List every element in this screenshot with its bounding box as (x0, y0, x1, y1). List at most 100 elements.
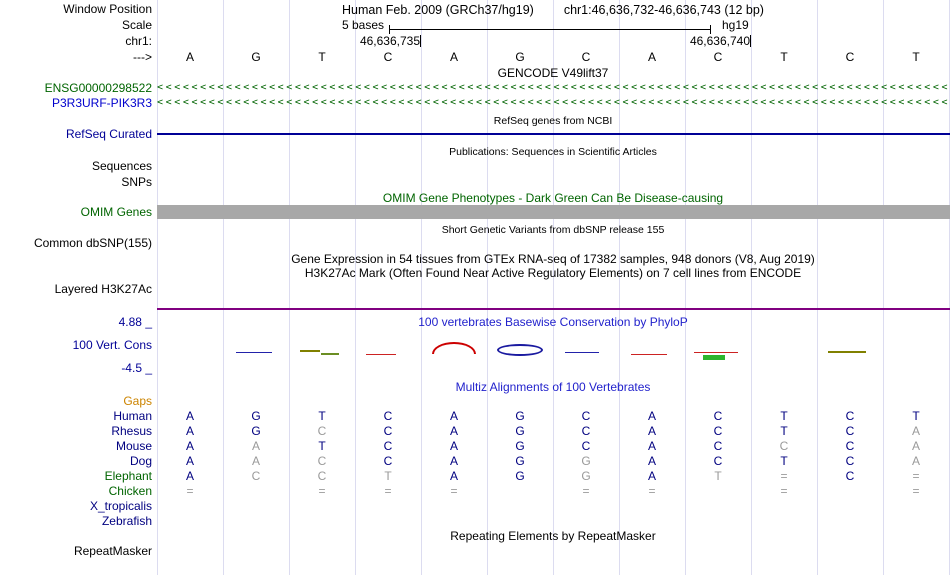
sequence-base: A (647, 50, 657, 64)
alignment-cell: = (912, 484, 920, 498)
conservation-mark (366, 354, 396, 355)
alignment-cell: A (647, 454, 657, 468)
alignment-cell: A (449, 424, 459, 438)
sequence-base: G (251, 50, 261, 64)
alignment-cell: T (318, 439, 326, 453)
common-dbsnp-label[interactable]: Common dbSNP(155) (33, 236, 152, 250)
base-gridline (223, 0, 224, 575)
alignment-cell: = (450, 484, 458, 498)
alignment-cell: C (581, 439, 591, 453)
gene-arrow-line-p3r3urf[interactable]: <<<<<<<<<<<<<<<<<<<<<<<<<<<<<<<<<<<<<<<<… (157, 97, 949, 108)
alignment-cell: C (383, 424, 393, 438)
chrom-label: chr1: (125, 34, 152, 48)
refseq-curated-label[interactable]: RefSeq Curated (65, 127, 152, 141)
alignment-cell: T (318, 409, 326, 423)
base-gridline (289, 0, 290, 575)
alignment-cell: A (911, 454, 921, 468)
conservation-track-label[interactable]: 100 Vert. Cons (72, 338, 152, 352)
base-gridline (553, 0, 554, 575)
alignment-cell: = (582, 484, 590, 498)
alignment-cell: C (581, 409, 591, 423)
species-label-mouse[interactable]: Mouse (115, 439, 152, 453)
alignment-cell: = (186, 484, 194, 498)
assembly-title: Human Feb. 2009 (GRCh37/hg19) (342, 3, 534, 17)
position-title: chr1:46,636,732-46,636,743 (12 bp) (563, 3, 764, 17)
base-gridline (355, 0, 356, 575)
alignment-cell: C (713, 424, 723, 438)
scale-value: 5 bases (341, 18, 384, 32)
species-label-human[interactable]: Human (113, 409, 152, 423)
species-label-x_tropicalis[interactable]: X_tropicalis (89, 499, 152, 513)
publications-track-title: Publications: Sequences in Scientific Ar… (449, 146, 657, 158)
species-label-elephant[interactable]: Elephant (104, 469, 152, 483)
alignment-cell: G (581, 469, 591, 483)
base-gridline (421, 0, 422, 575)
species-label-dog[interactable]: Dog (129, 454, 152, 468)
alignment-cell: = (780, 484, 788, 498)
repeatmasker-track-title: Repeating Elements by RepeatMasker (450, 529, 656, 543)
alignment-cell: A (911, 424, 921, 438)
alignment-cell: A (185, 439, 195, 453)
alignment-cell: C (845, 439, 855, 453)
base-gridline (883, 0, 884, 575)
species-label-rhesus[interactable]: Rhesus (111, 424, 152, 438)
alignment-cell: C (845, 454, 855, 468)
alignment-cell: C (845, 424, 855, 438)
omim-gene-bar[interactable] (157, 205, 950, 219)
base-gridline (619, 0, 620, 575)
alignment-cell: A (449, 454, 459, 468)
alignment-cell: G (581, 454, 591, 468)
species-label-chicken[interactable]: Chicken (108, 484, 152, 498)
sequence-base: T (912, 50, 920, 64)
coordinate-left-tick (420, 35, 421, 47)
alignment-cell: C (845, 409, 855, 423)
base-gridline (157, 0, 158, 575)
conservation-mark (236, 352, 272, 353)
alignment-cell: = (780, 469, 788, 483)
base-gridline (817, 0, 818, 575)
alignment-cell: A (911, 439, 921, 453)
h3k27ac-track-line[interactable] (157, 308, 950, 310)
sequence-base: C (383, 50, 393, 64)
conservation-mark (300, 350, 320, 352)
gene-label-p3r3urf[interactable]: P3R3URF-PIK3R3 (51, 96, 152, 110)
alignment-cell: T (780, 409, 788, 423)
alignment-cell: A (647, 469, 657, 483)
alignment-cell: G (515, 454, 525, 468)
omim-track-title: OMIM Gene Phenotypes - Dark Green Can Be… (382, 191, 724, 205)
conservation-mark (432, 342, 476, 354)
alignment-cell: = (318, 484, 326, 498)
sequences-label[interactable]: Sequences (91, 159, 152, 173)
gene-label-ensg[interactable]: ENSG00000298522 (44, 81, 152, 95)
refseq-gene-line[interactable] (157, 133, 950, 135)
conservation-min-value: -4.5 _ (121, 361, 152, 375)
layered-h3k27ac-label[interactable]: Layered H3K27Ac (54, 282, 152, 296)
dbsnp-track-title: Short Genetic Variants from dbSNP releas… (441, 224, 665, 236)
scale-bar (389, 29, 711, 30)
alignment-cell: C (251, 469, 261, 483)
snps-label[interactable]: SNPs (121, 175, 152, 189)
conservation-mark (694, 352, 738, 353)
strand-arrow-label: ---> (133, 50, 152, 64)
alignment-cell: C (383, 409, 393, 423)
sequence-base: G (515, 50, 525, 64)
alignment-cell: A (449, 469, 459, 483)
omim-genes-label[interactable]: OMIM Genes (80, 205, 152, 219)
alignment-cell: T (912, 409, 920, 423)
gaps-label[interactable]: Gaps (123, 394, 152, 408)
sequence-base: T (318, 50, 326, 64)
alignment-cell: C (317, 469, 327, 483)
alignment-cell: A (185, 409, 195, 423)
conservation-mark (703, 355, 725, 360)
alignment-cell: C (713, 454, 723, 468)
refseq-track-title: RefSeq genes from NCBI (493, 115, 613, 127)
alignment-cell: T (780, 424, 788, 438)
gene-arrow-line-ensg[interactable]: <<<<<<<<<<<<<<<<<<<<<<<<<<<<<<<<<<<<<<<<… (157, 82, 949, 93)
alignment-cell: A (647, 424, 657, 438)
conservation-mark (565, 352, 599, 353)
repeatmasker-label[interactable]: RepeatMasker (73, 544, 152, 558)
alignment-cell: A (449, 409, 459, 423)
species-label-zebrafish[interactable]: Zebrafish (101, 514, 152, 528)
alignment-cell: C (713, 439, 723, 453)
